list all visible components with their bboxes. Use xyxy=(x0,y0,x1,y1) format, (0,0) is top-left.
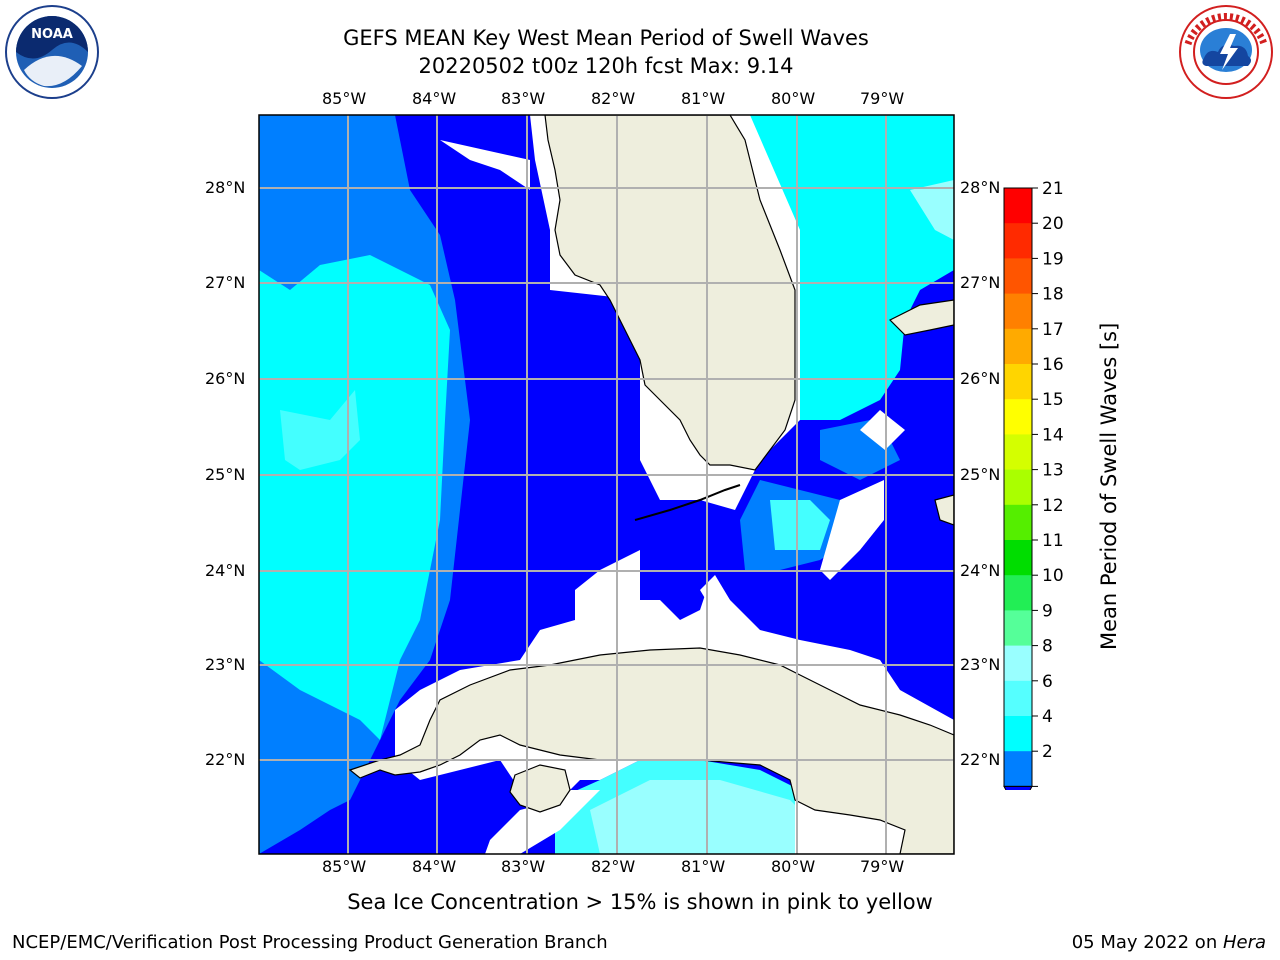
lon-label-bottom: 83°W xyxy=(501,857,546,876)
swell-band-4-6-west xyxy=(259,255,450,740)
lat-label-right: 26°N xyxy=(960,369,1001,388)
lat-label-right: 23°N xyxy=(960,655,1001,674)
lat-label-right: 28°N xyxy=(960,178,1001,197)
colorbar-tick-label: 19 xyxy=(1042,249,1064,269)
swell-band-caribbean-light xyxy=(590,780,830,854)
lat-label-left: 25°N xyxy=(205,465,246,484)
lon-label-top: 79°W xyxy=(860,89,905,108)
lon-label-bottom: 81°W xyxy=(681,857,726,876)
footer-branch: NCEP/EMC/Verification Post Processing Pr… xyxy=(12,932,608,953)
sea-ice-note: Sea Ice Concentration > 15% is shown in … xyxy=(347,890,933,914)
map-fill-layers xyxy=(259,115,954,854)
colorbar-segment xyxy=(1004,680,1032,717)
no-data-bahamas-2 xyxy=(860,410,905,450)
lat-label-right: 22°N xyxy=(960,750,1001,769)
noaa-logo: NOAA xyxy=(4,4,100,100)
colorbar-label: Mean Period of Swell Waves [s] xyxy=(1097,322,1121,650)
andros xyxy=(934,494,954,526)
swell-band-6-8-west xyxy=(280,390,360,470)
lat-label-right: 27°N xyxy=(960,273,1001,292)
lat-label-left: 27°N xyxy=(205,273,246,292)
swell-band-8-9-east xyxy=(910,180,954,240)
lon-label-bottom: 84°W xyxy=(412,857,457,876)
colorbar-tick-label: 16 xyxy=(1042,355,1064,375)
no-data-gulf xyxy=(440,140,530,190)
colorbar-segment xyxy=(1004,540,1032,576)
colorbar-tick-label: 4 xyxy=(1042,707,1053,727)
colorbar-tick-label: 11 xyxy=(1042,531,1064,551)
lon-label-top: 84°W xyxy=(412,89,457,108)
lat-label-left: 23°N xyxy=(205,655,246,674)
colorbar-segment xyxy=(1004,223,1032,259)
colorbar-tick-label: 8 xyxy=(1042,637,1053,657)
colorbar-segment xyxy=(1004,469,1032,506)
lat-label-right: 25°N xyxy=(960,465,1001,484)
lon-label-bottom: 85°W xyxy=(322,857,367,876)
colorbar-segment xyxy=(1004,293,1032,330)
lon-label-top: 81°W xyxy=(681,89,726,108)
colorbar-tick-label: 21 xyxy=(1042,180,1064,199)
chart-subtitle: 20220502 t00z 120h fcst Max: 9.14 xyxy=(418,54,794,78)
colorbar-tick-label: 10 xyxy=(1042,566,1064,586)
lon-label-top: 85°W xyxy=(322,89,367,108)
colorbar-segment xyxy=(1004,364,1032,400)
colorbar-segment xyxy=(1004,328,1032,365)
lat-label-left: 26°N xyxy=(205,369,246,388)
isla-juventud xyxy=(509,764,571,813)
lon-label-bottom: 79°W xyxy=(860,857,905,876)
colorbar-tick-label: 15 xyxy=(1042,390,1064,410)
chart-title: GEFS MEAN Key West Mean Period of Swell … xyxy=(343,26,869,50)
no-data-bahamas xyxy=(820,480,884,580)
colorbar-tick-label: 18 xyxy=(1042,285,1064,305)
noaa-logo-text: NOAA xyxy=(31,27,73,42)
swell-band-4-6-east xyxy=(750,115,954,420)
grand-bahama xyxy=(888,299,954,336)
map-gridlines xyxy=(259,115,954,854)
lon-label-top: 83°W xyxy=(501,89,546,108)
colorbar-segment xyxy=(1004,610,1032,647)
colorbar-tick-label: 9 xyxy=(1042,601,1053,621)
colorbar-segment xyxy=(1004,645,1032,682)
footer-date: 05 May 2022 on Hera xyxy=(1072,932,1266,953)
map-frame xyxy=(258,114,955,855)
lat-label-left: 22°N xyxy=(205,750,246,769)
colorbar-tick-label: 12 xyxy=(1042,496,1064,516)
colorbar-segment xyxy=(1004,575,1032,611)
lon-label-top: 82°W xyxy=(591,89,636,108)
colorbar-tick-label: 20 xyxy=(1042,214,1064,234)
lat-label-left: 28°N xyxy=(205,178,246,197)
footer-machine: Hera xyxy=(1222,932,1266,953)
florida-land xyxy=(544,115,796,471)
colorbar-tick-label: 17 xyxy=(1042,320,1064,340)
colorbar: 21 20 19 18 17 16 15 14 13 12 11 10 9 8 6 4 2 xyxy=(1003,180,1064,790)
colorbar-segment xyxy=(1004,504,1032,541)
colorbar-segment xyxy=(1004,399,1032,435)
swell-band-straits-light xyxy=(770,500,830,550)
lat-label-right: 24°N xyxy=(960,561,1001,580)
colorbar-segment xyxy=(1004,434,1032,471)
colorbar-tick-label: 14 xyxy=(1042,425,1064,445)
nws-logo xyxy=(1178,4,1274,100)
colorbar-segment xyxy=(1004,751,1032,787)
footer-date-text: 05 May 2022 on xyxy=(1071,932,1223,953)
colorbar-tick-label: 2 xyxy=(1042,742,1053,762)
colorbar-segment xyxy=(1004,716,1032,752)
lon-label-bottom: 80°W xyxy=(771,857,816,876)
lat-label-left: 24°N xyxy=(205,561,246,580)
colorbar-frame xyxy=(1003,187,1033,787)
cuba-land xyxy=(348,647,954,854)
colorbar-tick-label: 13 xyxy=(1042,461,1064,481)
lon-label-top: 80°W xyxy=(771,89,816,108)
colorbar-segment xyxy=(1004,258,1032,295)
florida-keys xyxy=(634,484,741,521)
lon-label-bottom: 82°W xyxy=(591,857,636,876)
colorbar-segment xyxy=(1004,188,1032,224)
colorbar-extend-arrow xyxy=(1003,785,1033,790)
colorbar-tick-label: 6 xyxy=(1042,672,1053,692)
